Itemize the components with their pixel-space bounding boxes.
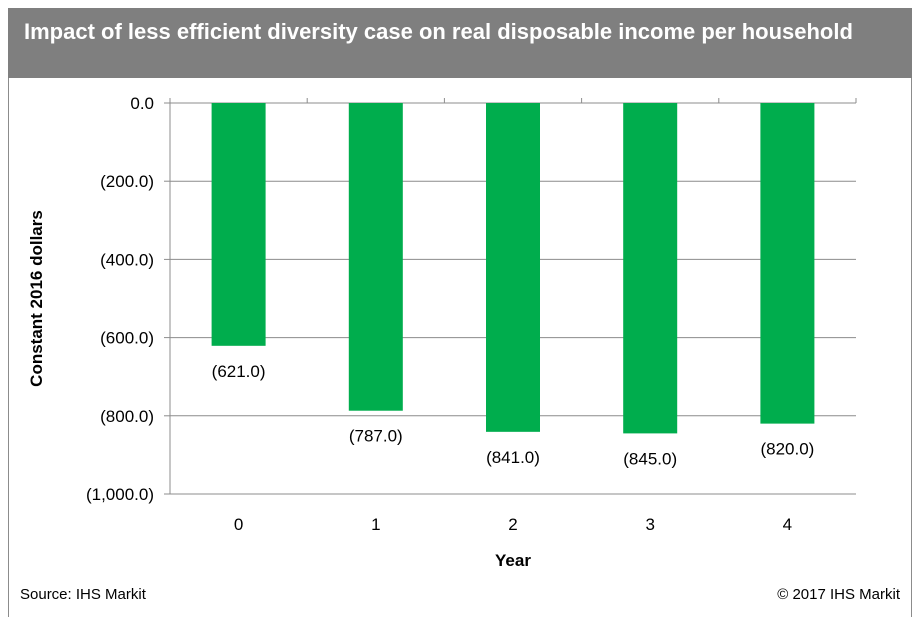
bar <box>623 103 678 434</box>
x-tick-label: 0 <box>234 515 243 534</box>
x-tick-label: 3 <box>645 515 654 534</box>
bar <box>486 103 540 432</box>
source-note: Source: IHS Markit <box>20 586 146 603</box>
y-tick-label: (1,000.0) <box>86 485 154 504</box>
x-axis-title: Year <box>495 551 531 570</box>
y-tick-label: (200.0) <box>100 172 154 191</box>
y-tick-label: (400.0) <box>100 250 154 269</box>
y-axis-title: Constant 2016 dollars <box>27 210 46 387</box>
bar <box>348 103 403 411</box>
chart-title: Impact of less efficient diversity case … <box>8 8 912 78</box>
data-label: (820.0) <box>760 440 814 459</box>
x-tick-label: 2 <box>508 515 517 534</box>
data-label: (845.0) <box>623 449 677 468</box>
bar <box>211 103 266 346</box>
y-tick-label: (600.0) <box>100 329 154 348</box>
data-label: (787.0) <box>349 427 403 446</box>
y-tick-label: 0.0 <box>130 94 154 113</box>
copyright-note: © 2017 IHS Markit <box>777 586 900 603</box>
y-tick-label: (800.0) <box>100 407 154 426</box>
x-tick-label: 4 <box>783 515 792 534</box>
bar <box>760 103 815 424</box>
data-label: (621.0) <box>212 362 266 381</box>
data-label: (841.0) <box>486 448 540 467</box>
x-tick-label: 1 <box>371 515 380 534</box>
chart-frame <box>8 8 912 617</box>
